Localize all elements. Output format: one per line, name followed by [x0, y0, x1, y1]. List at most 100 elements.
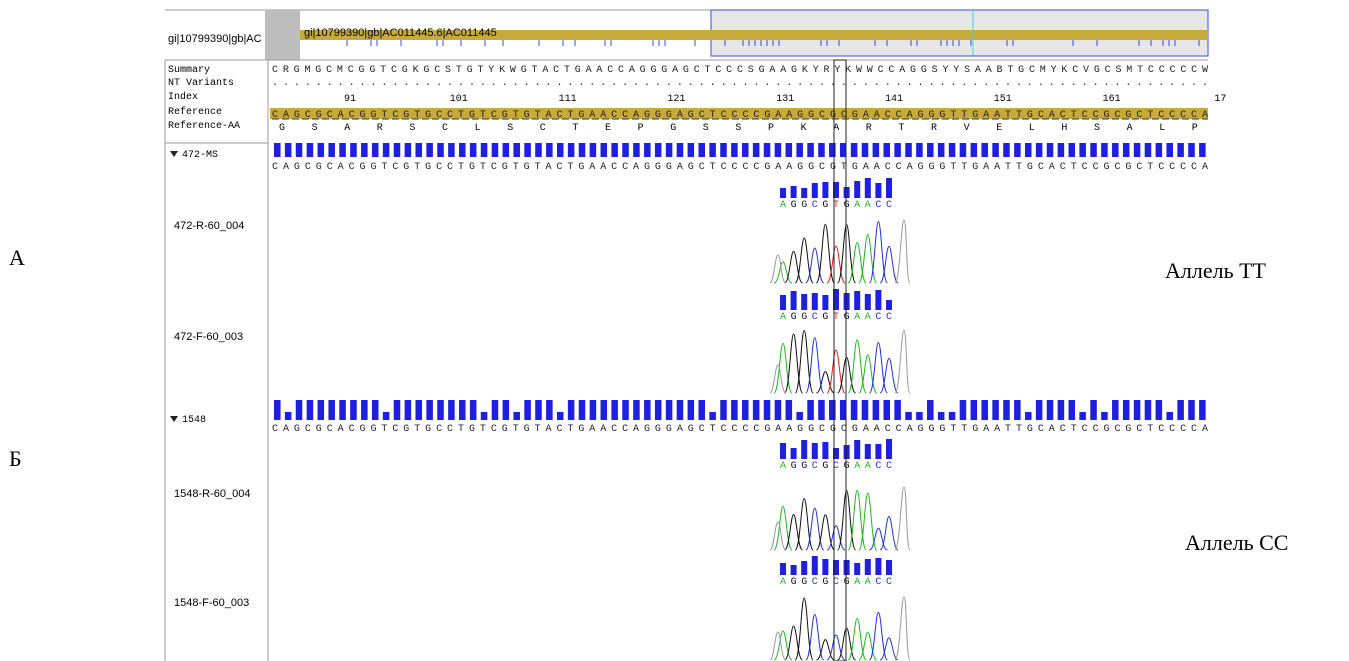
- index-label: 91: [344, 94, 356, 105]
- read-quality-bar: [811, 556, 818, 575]
- read-base: C: [812, 577, 818, 588]
- index-label: 17: [1214, 94, 1226, 105]
- quality-bar: [731, 143, 738, 157]
- quality-bar: [535, 143, 542, 157]
- read-base: A: [865, 200, 871, 211]
- read-base: G: [801, 200, 807, 211]
- trace-peak: [858, 492, 878, 551]
- quality-bar: [654, 143, 662, 157]
- quality-bar: [981, 143, 988, 157]
- amino-acid: R: [931, 123, 937, 134]
- amino-acid: P: [638, 123, 644, 134]
- quality-bar: [535, 400, 542, 420]
- trace-peak: [794, 498, 814, 551]
- quality-bar: [1199, 143, 1206, 157]
- trace-peak: [805, 247, 825, 284]
- trace-peak: [816, 639, 835, 661]
- quality-bar: [491, 143, 499, 157]
- overview-track-label: gi|10799390|gb|AC011445.6|AC011445: [304, 27, 497, 39]
- quality-bar: [415, 400, 423, 420]
- quality-bar: [437, 143, 444, 157]
- quality-bar: [850, 400, 858, 420]
- trace-peak: [773, 342, 793, 394]
- quality-bar: [382, 143, 390, 157]
- read-base: C: [875, 461, 881, 472]
- quality-bar: [861, 400, 869, 420]
- quality-bar: [284, 412, 292, 420]
- allele-label: Аллель СС: [1185, 530, 1288, 555]
- quality-bar: [306, 143, 314, 157]
- trace-peak: [847, 489, 867, 551]
- read-base: C: [886, 200, 892, 211]
- quality-bar: [556, 143, 564, 157]
- quality-bar: [1068, 400, 1076, 420]
- selected-column[interactable]: [833, 59, 847, 661]
- read-base: C: [875, 312, 881, 323]
- allele-label: Аллель ТТ: [1165, 258, 1267, 283]
- quality-bar: [404, 400, 412, 420]
- amino-acid: T: [572, 123, 578, 134]
- quality-bar: [665, 143, 673, 157]
- read-quality-bar: [790, 565, 797, 575]
- quality-bar: [1101, 412, 1108, 420]
- read-base: A: [780, 312, 786, 323]
- read-quality-bar: [790, 186, 797, 198]
- read-quality-bar: [822, 442, 829, 459]
- quality-bar: [513, 143, 520, 157]
- quality-bar: [448, 400, 455, 420]
- read-base: G: [801, 577, 807, 588]
- read-name: 1548-R-60_004: [174, 488, 250, 500]
- amino-acid: G: [670, 123, 676, 134]
- quality-bar: [1177, 143, 1184, 157]
- quality-bar: [284, 143, 292, 157]
- quality-bar: [556, 412, 564, 420]
- quality-bar: [502, 400, 510, 420]
- quality-bar: [654, 400, 662, 420]
- quality-bar: [905, 412, 912, 420]
- quality-bar: [796, 412, 803, 420]
- quality-bar: [752, 400, 760, 420]
- read-quality-bar: [843, 187, 850, 198]
- trace-peak: [837, 627, 857, 661]
- amino-acid: A: [1127, 123, 1133, 134]
- amino-acid: S: [735, 123, 741, 134]
- read-name: 472-R-60_004: [174, 220, 244, 232]
- amino-acid: S: [409, 123, 415, 134]
- quality-bar: [959, 143, 967, 157]
- read-quality-bar: [801, 440, 808, 459]
- amino-acid: K: [801, 123, 807, 134]
- quality-bar: [502, 143, 510, 157]
- read-quality-bar: [822, 559, 829, 575]
- quality-bar: [818, 400, 825, 420]
- read-base: C: [886, 461, 892, 472]
- quality-bar: [328, 400, 335, 420]
- quality-bar: [1057, 143, 1065, 157]
- amino-acid: L: [475, 123, 481, 134]
- read-base: C: [812, 461, 818, 472]
- read-quality-bar: [801, 294, 808, 310]
- overview-label: gi|10799390|gb|AC: [168, 33, 262, 45]
- amino-acid: S: [312, 123, 318, 134]
- quality-bar: [448, 143, 455, 157]
- read-quality-bar: [875, 183, 882, 198]
- quality-bar: [371, 143, 379, 157]
- trace-peak: [868, 220, 888, 284]
- quality-bar: [807, 400, 814, 420]
- trace-peak: [837, 224, 857, 284]
- trace-peak: [805, 613, 825, 661]
- read-quality-bar: [843, 560, 850, 575]
- quality-bar: [611, 143, 618, 157]
- read-quality-bar: [833, 289, 839, 310]
- amino-acid: R: [377, 123, 383, 134]
- read-base: C: [875, 200, 881, 211]
- quality-bar: [328, 143, 335, 157]
- quality-bar: [1155, 400, 1163, 420]
- trace-peak: [858, 233, 878, 284]
- quality-bar: [1188, 400, 1195, 420]
- consensus-sequence: CAGCGCACGGTCGTGCCTGTCGTGTACTGAACCAGGGAGC…: [272, 162, 1208, 173]
- quality-bar: [709, 143, 716, 157]
- quality-bar: [1090, 143, 1097, 157]
- row-label: Reference-AA: [168, 120, 240, 132]
- quality-bar: [578, 143, 586, 157]
- quality-bar: [709, 412, 716, 420]
